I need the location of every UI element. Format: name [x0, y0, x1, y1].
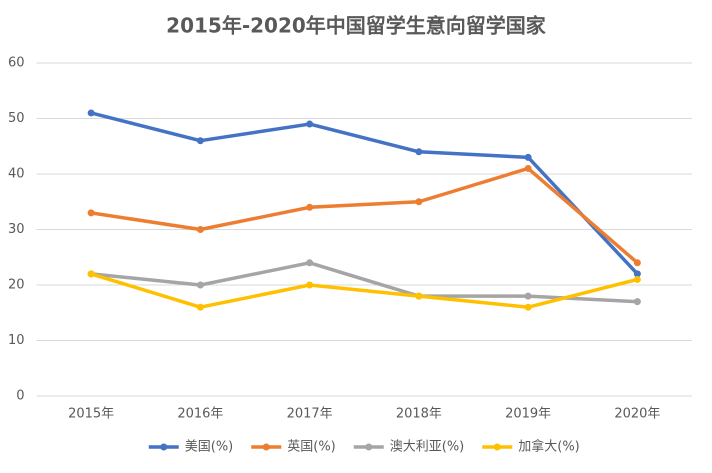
series-line: [89, 261, 640, 304]
legend-label: 加拿大(%): [518, 439, 580, 455]
data-point: [524, 153, 532, 161]
chart-title: 2015年-2020年中国留学生意向留学国家: [166, 14, 547, 38]
legend-label: 英国(%): [287, 440, 336, 455]
x-tick-label: 2017年: [287, 407, 333, 422]
data-point: [524, 303, 532, 311]
data-point: [306, 120, 314, 128]
x-tick-label: 2016年: [177, 407, 223, 422]
y-tick-label: 10: [8, 333, 25, 348]
series-line: [89, 111, 640, 276]
data-point: [415, 148, 423, 156]
legend-label: 澳大利亚(%): [390, 439, 465, 455]
data-point: [87, 270, 95, 278]
y-tick-label: 50: [8, 111, 25, 126]
data-point: [196, 281, 204, 289]
y-tick-label: 60: [8, 56, 25, 71]
data-point: [196, 137, 204, 145]
y-tick-label: 20: [8, 278, 25, 293]
data-point: [306, 203, 314, 211]
legend-marker: [493, 443, 501, 451]
x-tick-label: 2019年: [505, 407, 551, 422]
data-point: [87, 209, 95, 217]
legend-marker: [262, 443, 270, 451]
y-tick-label: 30: [8, 222, 25, 237]
data-point: [306, 259, 314, 267]
data-point: [633, 275, 641, 283]
data-point: [633, 259, 641, 267]
series-line: [89, 166, 640, 265]
x-tick-label: 2015年: [68, 407, 114, 422]
y-tick-label: 40: [8, 167, 25, 182]
x-tick-label: 2018年: [396, 407, 442, 422]
data-point: [524, 292, 532, 300]
legend-marker: [365, 443, 373, 451]
y-tick-label: 0: [16, 389, 24, 404]
data-point: [633, 298, 641, 306]
data-point: [87, 109, 95, 117]
data-point: [196, 226, 204, 233]
legend-label: 美国(%): [185, 440, 234, 455]
series-line: [89, 272, 640, 309]
x-tick-label: 2020年: [614, 407, 660, 422]
data-point: [306, 281, 314, 289]
data-point: [524, 164, 532, 172]
legend-marker: [160, 443, 168, 451]
data-point: [633, 270, 641, 278]
data-point: [196, 303, 204, 311]
data-point: [415, 292, 423, 300]
data-point: [415, 198, 423, 206]
